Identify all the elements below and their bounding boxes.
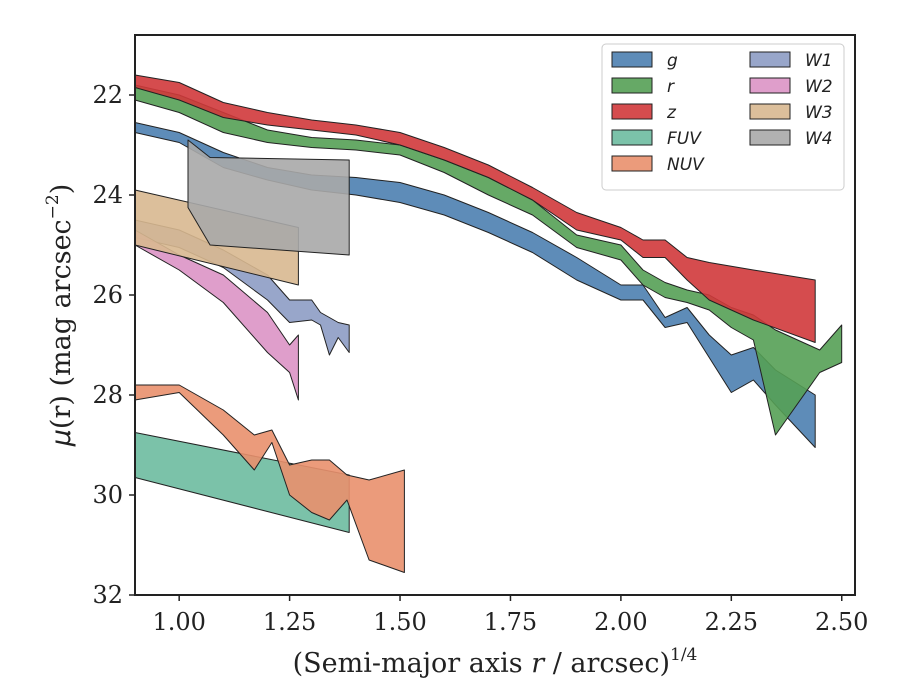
plot-frame xyxy=(134,34,856,596)
legend-swatch-w3 xyxy=(749,103,791,120)
legend-label-g: g xyxy=(667,51,678,71)
x-tick-label: 1.75 xyxy=(484,608,537,636)
y-tick-label: 22 xyxy=(92,81,123,109)
x-tick-label: 1.25 xyxy=(263,608,316,636)
legend-swatch-fuv xyxy=(611,129,653,146)
y-tick-label: 28 xyxy=(92,381,123,409)
legend-swatch-w1 xyxy=(749,51,791,68)
legend-label-r: r xyxy=(667,77,675,97)
band-w1 xyxy=(134,219,350,356)
legend-swatch-w4 xyxy=(749,129,791,146)
band-nuv xyxy=(134,384,405,573)
legend-items: grz FUV NUV W1 W2 W3 W4 xyxy=(611,51,833,175)
legend-swatch-g xyxy=(611,51,653,68)
x-tick-label: 2.50 xyxy=(815,608,868,636)
legend-label-w2: W2 xyxy=(805,77,833,97)
legend-label-z: z xyxy=(666,103,677,123)
legend-swatch-w2 xyxy=(749,77,791,94)
y-tick-label: 24 xyxy=(92,181,123,209)
x-tick-label: 2.25 xyxy=(705,608,758,636)
x-tick-label: 1.00 xyxy=(152,608,205,636)
profile-bands xyxy=(134,74,843,573)
legend-label-w3: W3 xyxy=(805,103,833,123)
legend-label-w4: W4 xyxy=(805,129,833,149)
legend-swatch-z xyxy=(611,103,653,120)
legend-label-nuv: NUV xyxy=(667,155,705,175)
legend-swatch-nuv xyxy=(611,155,653,172)
legend-label-fuv: FUV xyxy=(667,129,702,149)
y-axis: 22 24 26 28 30 32 xyxy=(92,81,135,609)
legend: grz FUV NUV W1 W2 W3 W4 xyxy=(601,43,845,191)
y-tick-label: 26 xyxy=(92,281,123,309)
x-tick-label: 2.00 xyxy=(594,608,647,636)
legend-label-w1: W1 xyxy=(805,51,833,71)
band-z xyxy=(134,74,816,343)
x-axis-label: (Semi-major axis r / arcsec)1/4 xyxy=(293,645,698,679)
y-tick-label: 30 xyxy=(92,481,123,509)
band-w4 xyxy=(187,139,350,256)
x-tick-label: 1.50 xyxy=(373,608,426,636)
y-tick-label: 32 xyxy=(92,581,123,609)
legend-swatch-r xyxy=(611,77,653,94)
x-axis: 1.00 1.25 1.50 1.75 2.00 2.25 2.50 xyxy=(152,595,868,636)
y-axis-label: μ(r) (mag arcsec−2) xyxy=(43,184,77,448)
